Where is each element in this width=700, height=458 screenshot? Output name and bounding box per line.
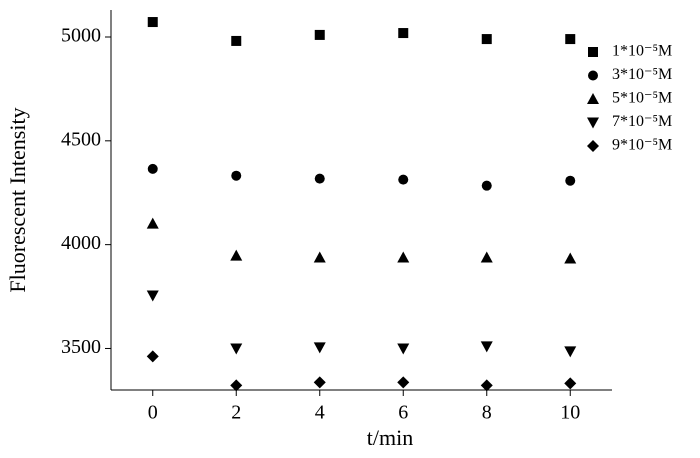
marker bbox=[564, 377, 577, 390]
marker bbox=[564, 252, 577, 264]
marker bbox=[314, 173, 325, 184]
legend-label: 5*10⁻⁵M bbox=[612, 90, 672, 107]
marker bbox=[398, 28, 409, 39]
marker bbox=[147, 17, 158, 28]
marker bbox=[588, 47, 598, 57]
marker bbox=[231, 35, 242, 46]
x-tick-label: 6 bbox=[398, 402, 408, 424]
y-tick-label: 4000 bbox=[61, 232, 101, 254]
marker bbox=[480, 379, 493, 392]
marker bbox=[480, 251, 493, 263]
legend-label: 1*10⁻⁵M bbox=[612, 43, 672, 60]
marker bbox=[565, 34, 576, 45]
y-tick-label: 4500 bbox=[61, 128, 101, 150]
marker bbox=[481, 34, 492, 45]
legend-label: 9*10⁻⁵M bbox=[612, 137, 672, 154]
marker bbox=[231, 170, 242, 181]
x-tick-label: 8 bbox=[482, 402, 492, 424]
marker bbox=[313, 251, 326, 263]
marker bbox=[314, 29, 325, 40]
marker bbox=[564, 346, 577, 358]
marker bbox=[397, 251, 410, 263]
marker bbox=[146, 290, 159, 302]
marker bbox=[313, 342, 326, 354]
marker bbox=[587, 117, 599, 129]
marker bbox=[588, 70, 598, 81]
y-axis-label: Fluorescent Intensity bbox=[5, 107, 30, 292]
marker bbox=[587, 93, 599, 104]
y-tick-label: 5000 bbox=[61, 25, 101, 47]
x-tick-label: 10 bbox=[560, 402, 580, 424]
marker bbox=[480, 341, 493, 353]
x-tick-label: 4 bbox=[315, 402, 325, 424]
marker bbox=[230, 379, 243, 392]
marker bbox=[146, 217, 159, 229]
y-tick-label: 3500 bbox=[61, 336, 101, 358]
marker bbox=[565, 175, 576, 186]
marker bbox=[397, 343, 410, 355]
marker bbox=[230, 343, 243, 355]
marker bbox=[587, 140, 599, 152]
marker bbox=[481, 180, 492, 191]
marker bbox=[147, 163, 158, 174]
marker bbox=[230, 249, 243, 261]
marker bbox=[313, 376, 326, 389]
x-tick-label: 0 bbox=[148, 402, 158, 424]
marker bbox=[146, 350, 159, 363]
marker bbox=[398, 174, 409, 185]
marker bbox=[397, 376, 410, 389]
x-axis-label: t/min bbox=[367, 425, 413, 450]
legend-label: 3*10⁻⁵M bbox=[612, 66, 672, 83]
x-tick-label: 2 bbox=[231, 402, 241, 424]
legend-label: 7*10⁻⁵M bbox=[612, 113, 672, 130]
